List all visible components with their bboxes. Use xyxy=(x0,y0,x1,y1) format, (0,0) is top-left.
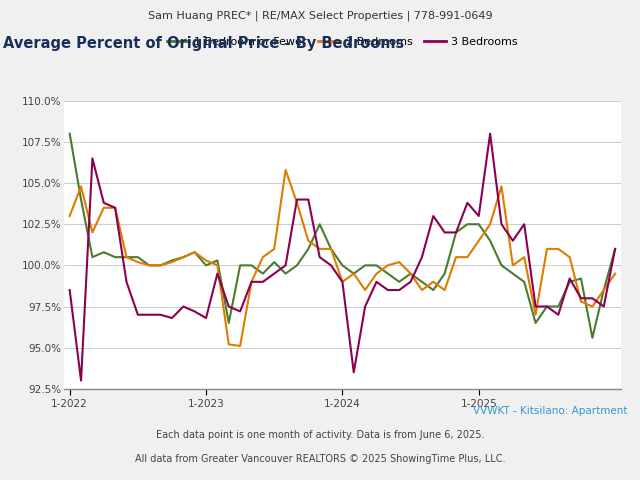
Text: Each data point is one month of activity. Data is from June 6, 2025.: Each data point is one month of activity… xyxy=(156,430,484,440)
Text: VVWKT - Kitsilano: Apartment: VVWKT - Kitsilano: Apartment xyxy=(473,406,627,416)
Text: All data from Greater Vancouver REALTORS © 2025 ShowingTime Plus, LLC.: All data from Greater Vancouver REALTORS… xyxy=(135,454,505,464)
Text: Sam Huang PREC* | RE/MAX Select Properties | 778-991-0649: Sam Huang PREC* | RE/MAX Select Properti… xyxy=(148,11,492,21)
Text: Average Percent of Original Price - By Bedrooms: Average Percent of Original Price - By B… xyxy=(3,36,404,51)
Legend: 1 Bedroom or Fewer, 2 Bedrooms, 3 Bedrooms: 1 Bedroom or Fewer, 2 Bedrooms, 3 Bedroo… xyxy=(163,33,522,52)
